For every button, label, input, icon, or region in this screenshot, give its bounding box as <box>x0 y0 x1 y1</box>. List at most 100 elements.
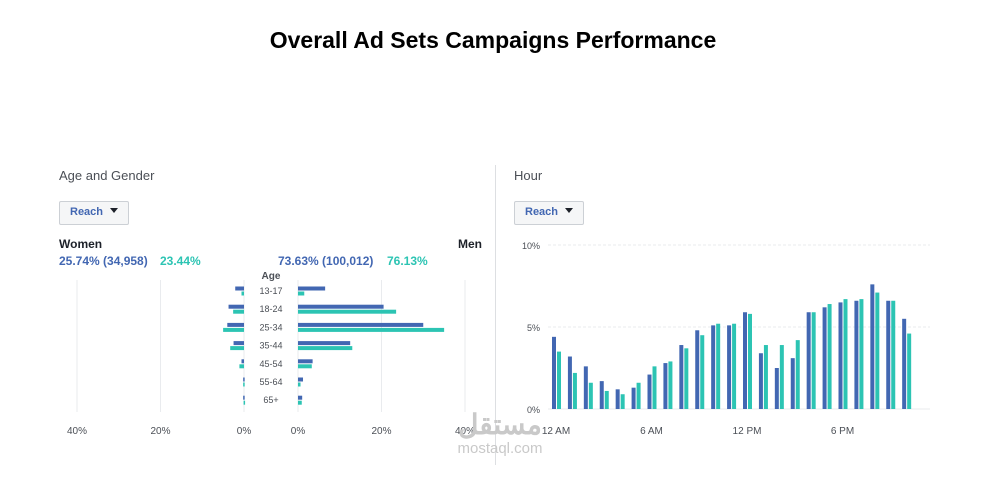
bar <box>631 387 636 409</box>
age-tick-label: 45-54 <box>259 359 282 369</box>
bar <box>233 309 244 314</box>
bar <box>233 341 244 346</box>
bar <box>827 304 832 409</box>
bar <box>227 322 244 327</box>
x-tick-label: 0% <box>237 426 252 437</box>
bar <box>763 345 768 409</box>
age-axis-header: Age <box>262 271 281 282</box>
bar <box>743 312 747 409</box>
hour-dropdown-label: Reach <box>525 206 559 218</box>
bar <box>572 372 577 409</box>
bar <box>647 374 652 409</box>
bar <box>230 346 244 351</box>
bar <box>298 377 304 382</box>
bar <box>567 356 572 409</box>
bar <box>298 286 326 291</box>
bar <box>732 323 737 409</box>
bar <box>228 304 244 309</box>
bar <box>298 395 303 400</box>
bar <box>298 359 313 364</box>
x-tick-label: 40% <box>455 426 475 437</box>
bar <box>774 368 779 409</box>
bar <box>636 382 641 409</box>
bar <box>727 325 732 409</box>
bar <box>552 336 556 409</box>
bar <box>243 400 246 405</box>
caret-down-icon <box>110 208 119 213</box>
bar <box>700 335 705 409</box>
y-tick-label: 10% <box>522 241 540 251</box>
x-tick-label: 6 PM <box>831 426 854 437</box>
caret-down-icon <box>565 208 574 213</box>
bar <box>243 377 245 382</box>
bar <box>679 345 684 409</box>
age-tick-label: 25-34 <box>259 322 282 332</box>
hour-metric-dropdown[interactable]: Reach <box>514 201 584 225</box>
watermark: مستقل mostaql.com <box>440 410 560 458</box>
women-teal-stat: 23.44% <box>160 254 201 268</box>
bar <box>243 382 245 387</box>
men-label: Men <box>458 237 482 251</box>
age-tick-label: 55-64 <box>259 377 282 387</box>
bar <box>223 327 244 332</box>
bar <box>891 300 896 409</box>
x-tick-label: 6 AM <box>640 426 663 437</box>
bar <box>243 395 245 400</box>
bar <box>843 299 848 409</box>
bar <box>298 364 312 369</box>
x-tick-label: 20% <box>150 426 170 437</box>
age-tick-label: 13-17 <box>259 286 282 296</box>
hour-title: Hour <box>514 168 543 183</box>
men-teal-stat: 76.13% <box>387 254 428 268</box>
page-title: Overall Ad Sets Campaigns Performance <box>269 27 717 53</box>
bar <box>615 389 620 409</box>
bar <box>663 363 668 409</box>
bar <box>811 312 816 409</box>
age-gender-chart: 40% 20% 0% 0% 20% 40% Age 13-17 18-24 25-34 35-44 4… <box>67 271 475 437</box>
bar <box>716 323 721 409</box>
bar <box>695 330 700 409</box>
women-label: Women <box>59 237 103 251</box>
bar <box>668 361 673 409</box>
bar <box>838 302 843 409</box>
bar <box>298 322 424 327</box>
x-tick-label: 12 AM <box>542 426 570 437</box>
age-gender-metric-dropdown[interactable]: Reach <box>59 201 129 225</box>
y-tick-label: 0% <box>527 405 540 415</box>
bar <box>557 351 561 409</box>
bar <box>748 313 752 409</box>
bar <box>779 345 784 409</box>
bar <box>907 333 912 409</box>
bar <box>583 366 588 409</box>
x-tick-label: 12 PM <box>733 426 762 437</box>
bar <box>620 394 625 409</box>
bar <box>599 381 604 409</box>
bar <box>822 307 827 409</box>
bar <box>806 312 811 409</box>
bar <box>652 366 657 409</box>
bar <box>241 359 244 364</box>
bar <box>795 340 800 409</box>
bar <box>859 299 864 409</box>
bar <box>790 358 795 409</box>
watermark-latin: mostaql.com <box>457 440 543 457</box>
age-tick-label: 18-24 <box>259 304 282 314</box>
watermark-arabic: مستقل <box>458 409 542 440</box>
bar <box>239 364 244 369</box>
bar <box>886 300 891 409</box>
x-tick-label: 0% <box>291 426 306 437</box>
bar <box>870 284 875 409</box>
bar <box>241 291 244 296</box>
y-tick-label: 5% <box>527 323 540 333</box>
bar <box>298 291 305 296</box>
hour-chart: 10% 5% 0% 12 AM 6 AM 12 PM 6 PM <box>522 241 930 437</box>
bar <box>588 382 593 409</box>
bar <box>298 327 445 332</box>
bar <box>854 300 859 409</box>
bar <box>902 318 907 409</box>
bar <box>235 286 244 291</box>
x-tick-label: 40% <box>67 426 87 437</box>
bar <box>758 353 763 409</box>
age-tick-label: 35-44 <box>259 341 282 351</box>
